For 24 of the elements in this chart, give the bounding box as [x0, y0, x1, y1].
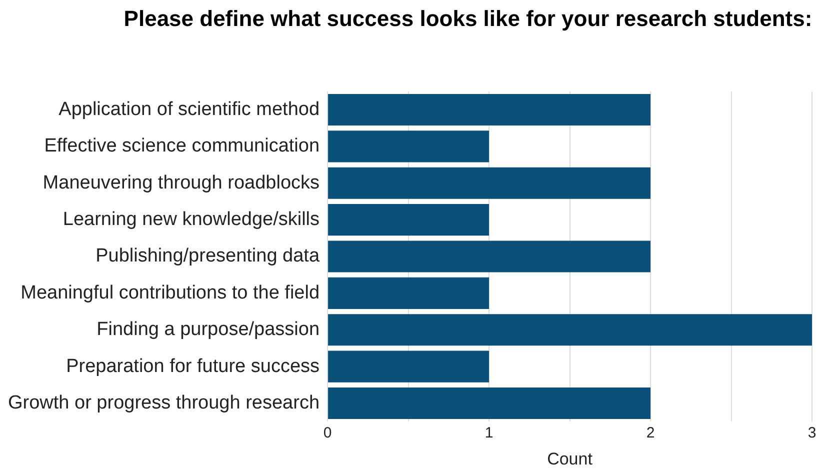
x-tick-label: 0 [323, 424, 332, 442]
x-tick-label: 2 [646, 424, 655, 442]
y-tick-label: Learning new knowledge/skills [62, 209, 320, 230]
y-tick-label: Meaningful contributions to the field [20, 282, 320, 304]
x-tick-label: 3 [808, 424, 816, 442]
bar [328, 240, 651, 272]
bar [328, 314, 812, 346]
bar [328, 204, 490, 236]
x-axis-title: Count [547, 449, 593, 468]
y-tick-label: Growth or progress through research [8, 392, 320, 414]
bar [328, 387, 651, 420]
y-tick-label: Finding a purpose/passion [96, 319, 320, 340]
chart-title: Please define what success looks like for your research students: [122, 6, 814, 32]
x-tick-label: 1 [484, 424, 494, 442]
bar [328, 350, 490, 382]
bar [328, 130, 490, 162]
y-tick-label: Application of scientific method [58, 98, 320, 120]
y-tick-label: Publishing/presenting data [96, 246, 320, 267]
y-tick-label: Preparation for future success [66, 356, 320, 377]
bar [328, 167, 651, 199]
y-tick-label: Effective science communication [44, 136, 320, 157]
bar [328, 94, 651, 126]
bar [328, 277, 490, 309]
y-tick-label: Maneuvering through roadblocks [42, 172, 320, 194]
